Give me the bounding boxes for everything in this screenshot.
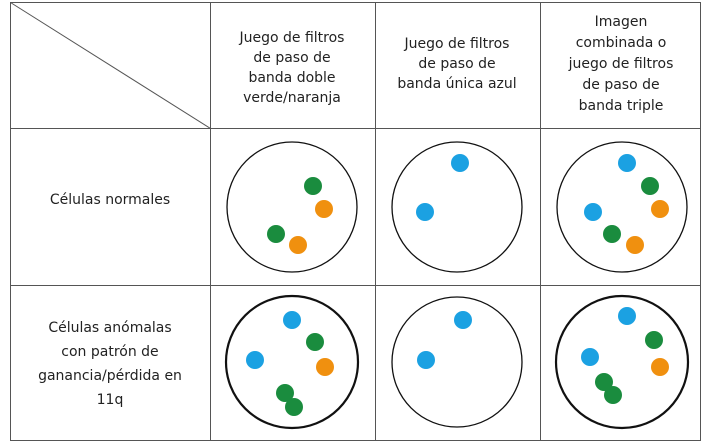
- cell-diagram: [391, 141, 523, 273]
- header-text: banda triple: [579, 98, 664, 114]
- header-text: Juego de filtros: [404, 36, 510, 52]
- cell-diagram: [554, 294, 690, 430]
- cell-diagram: [391, 296, 523, 428]
- header-text: verde/naranja: [243, 90, 341, 106]
- header-text: de paso de: [253, 50, 330, 66]
- row-label-text: con patrón de: [61, 344, 158, 360]
- column-header: Juego de filtros de paso de banda doble …: [239, 30, 345, 106]
- row-label-text: Células anómalas: [48, 320, 171, 336]
- row-label: Células normales: [50, 192, 170, 208]
- row-label-text: ganancia/pérdida en: [38, 368, 182, 384]
- diagonal: [10, 2, 211, 129]
- header-text: de paso de: [418, 56, 495, 72]
- column-header: Imagen combinada o juego de filtros de p…: [568, 14, 674, 114]
- header-text: Imagen: [595, 14, 648, 30]
- column-header: Juego de filtros de paso de banda única …: [397, 36, 516, 92]
- header-text: juego de filtros: [568, 56, 674, 72]
- header-text: banda doble: [248, 70, 335, 86]
- cell-diagram: [556, 141, 688, 273]
- row-label: Células anómalas con patrón de ganancia/…: [38, 320, 182, 408]
- header-text: combinada o: [576, 35, 667, 51]
- header-text: Juego de filtros: [239, 30, 345, 46]
- cell-diagram: [224, 294, 360, 430]
- header-text: banda única azul: [397, 76, 516, 92]
- row-label-text: 11q: [97, 392, 124, 408]
- header-text: de paso de: [582, 77, 659, 93]
- table-grid: [10, 2, 701, 441]
- cell-diagram: [226, 141, 358, 273]
